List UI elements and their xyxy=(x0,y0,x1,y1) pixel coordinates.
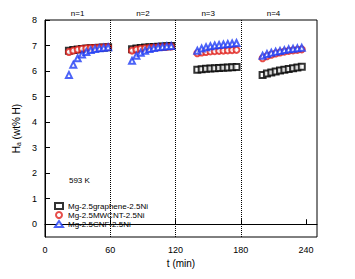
svg-text:593 K: 593 K xyxy=(69,176,91,185)
svg-text:3: 3 xyxy=(32,143,37,153)
svg-text:0: 0 xyxy=(32,219,37,229)
svg-text:7: 7 xyxy=(32,41,37,51)
svg-text:Hₐ (wt% H): Hₐ (wt% H) xyxy=(11,104,22,153)
svg-text:8: 8 xyxy=(32,15,37,25)
svg-text:6: 6 xyxy=(32,66,37,76)
svg-text:240: 240 xyxy=(299,245,314,255)
svg-text:2: 2 xyxy=(32,168,37,178)
svg-text:n=3: n=3 xyxy=(201,9,215,18)
svg-text:60: 60 xyxy=(105,245,115,255)
svg-text:n=2: n=2 xyxy=(136,9,150,18)
svg-text:4: 4 xyxy=(32,117,37,127)
svg-text:0: 0 xyxy=(42,245,47,255)
svg-text:5: 5 xyxy=(32,92,37,102)
svg-text:180: 180 xyxy=(233,245,248,255)
svg-text:120: 120 xyxy=(168,245,183,255)
svg-text:n=1: n=1 xyxy=(71,9,85,18)
svg-text:Mg-2.5MWCNT-2.5Ni: Mg-2.5MWCNT-2.5Ni xyxy=(68,211,145,220)
svg-text:n=4: n=4 xyxy=(267,9,281,18)
svg-text:Mg-2.5CNF-2.5Ni: Mg-2.5CNF-2.5Ni xyxy=(68,220,131,229)
svg-text:1: 1 xyxy=(32,194,37,204)
svg-text:t (min): t (min) xyxy=(167,258,195,269)
svg-text:Mg-2.5graphene-2.5Ni: Mg-2.5graphene-2.5Ni xyxy=(68,202,148,211)
